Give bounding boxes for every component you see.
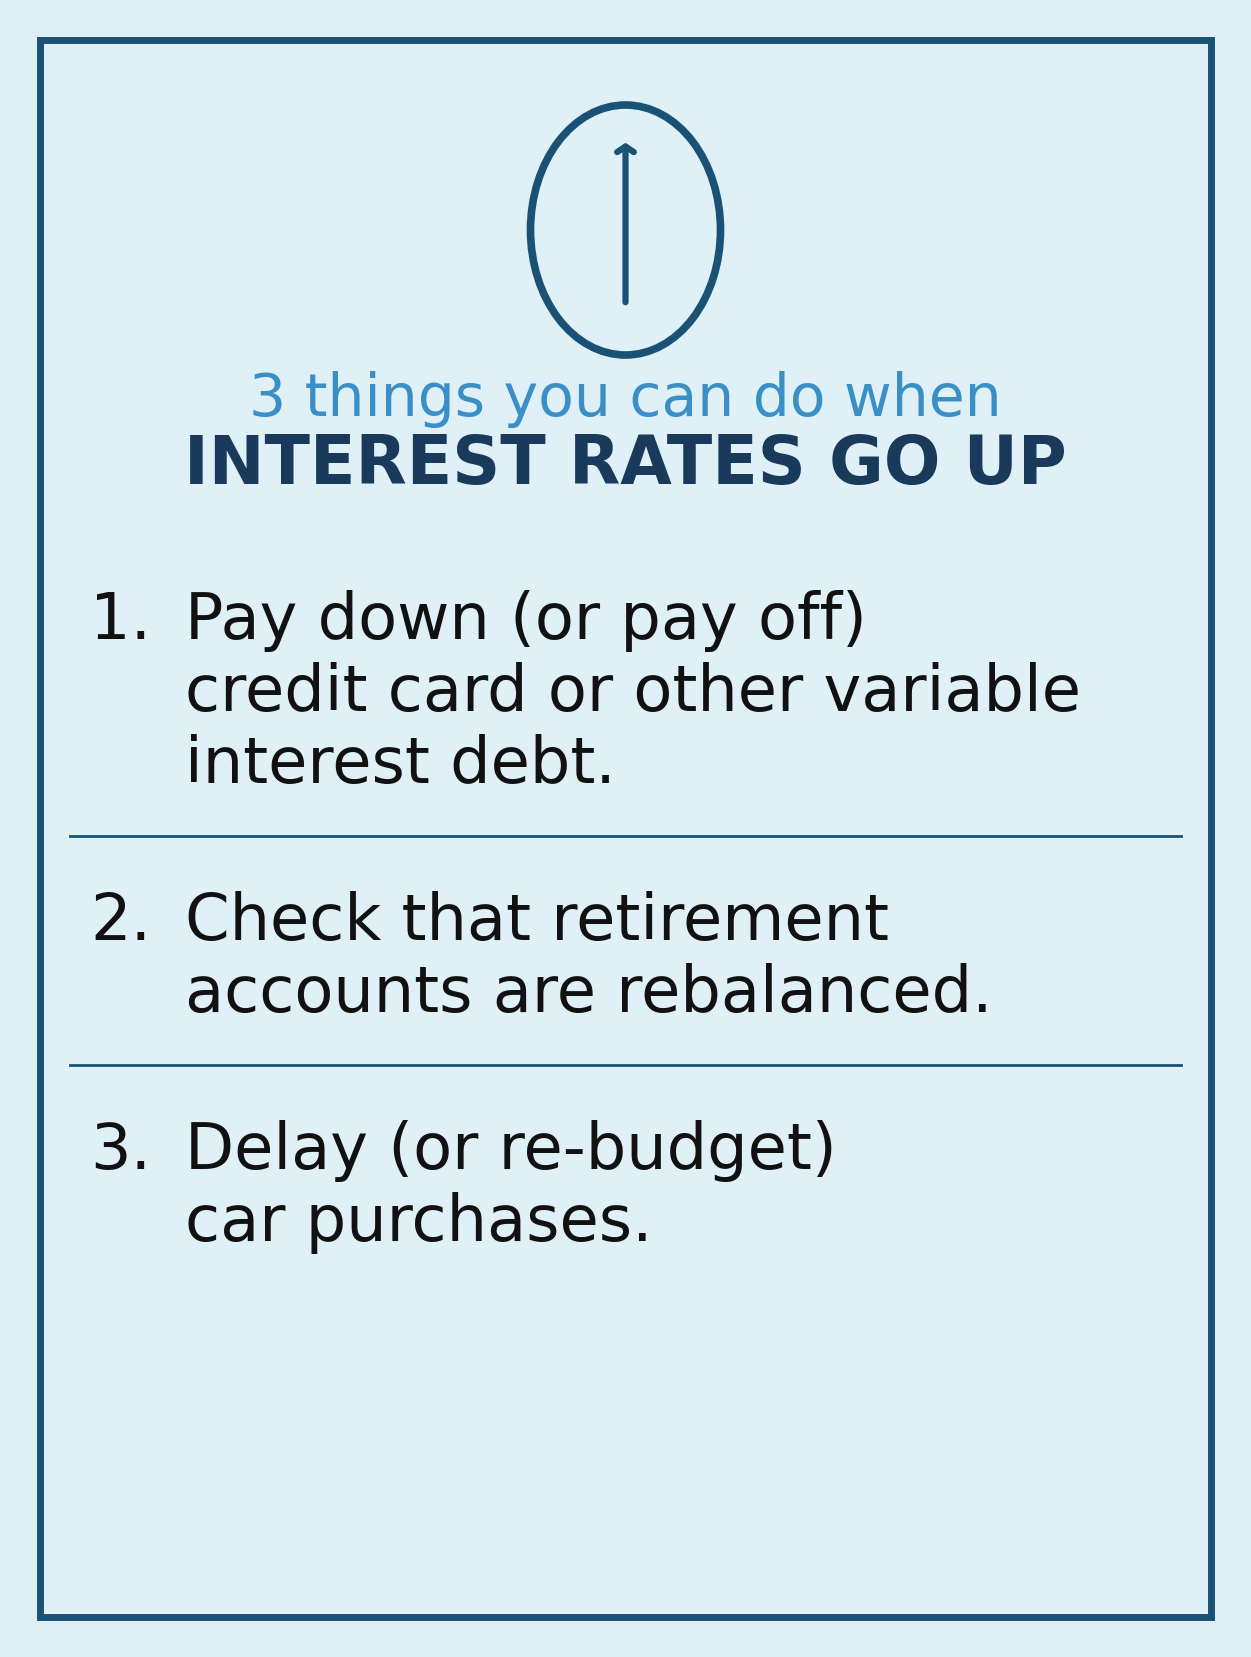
Text: INTEREST RATES GO UP: INTEREST RATES GO UP — [184, 432, 1067, 499]
FancyBboxPatch shape — [40, 40, 1211, 1617]
Text: accounts are rebalanced.: accounts are rebalanced. — [185, 963, 992, 1026]
Text: car purchases.: car purchases. — [185, 1191, 653, 1254]
Text: credit card or other variable: credit card or other variable — [185, 663, 1081, 724]
Text: 1.: 1. — [90, 590, 151, 651]
Text: interest debt.: interest debt. — [185, 734, 615, 795]
Text: Delay (or re-budget): Delay (or re-budget) — [185, 1120, 837, 1181]
Text: Check that retirement: Check that retirement — [185, 891, 889, 953]
Text: 3 things you can do when: 3 things you can do when — [249, 371, 1002, 429]
Text: Pay down (or pay off): Pay down (or pay off) — [185, 590, 867, 651]
Text: 2.: 2. — [90, 891, 151, 953]
Text: 3.: 3. — [90, 1120, 151, 1181]
